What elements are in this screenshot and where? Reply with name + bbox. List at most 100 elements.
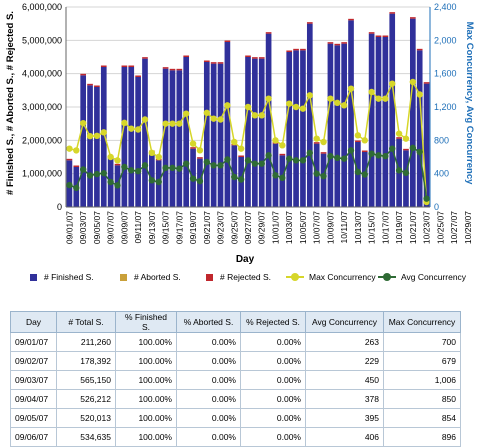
bar-finished (80, 75, 86, 207)
avg-concurrency-point (224, 156, 230, 162)
bar-rejected (238, 156, 244, 158)
table-row: 09/06/07 534,635 100.00% 0.00% 0.00% 406… (11, 428, 461, 447)
x-tick-label: 10/27/07 (449, 211, 459, 244)
bar-rejected (341, 42, 347, 44)
table-row: 09/04/07 526,212 100.00% 0.00% 0.00% 378… (11, 390, 461, 409)
y-axis-left-title: # Finished S., # Aborted S., # Rejected … (5, 11, 16, 195)
max-concurrency-point (224, 102, 230, 108)
avg-concurrency-point (396, 167, 402, 173)
cell-day: 09/01/07 (11, 333, 57, 352)
max-concurrency-point (265, 95, 271, 101)
bar-finished (135, 77, 141, 207)
avg-concurrency-point (204, 159, 210, 165)
bar-finished (410, 19, 416, 207)
max-concurrency-point (238, 145, 244, 151)
x-tick-label: 09/15/07 (161, 211, 171, 244)
x-tick-label: 10/23/07 (422, 211, 432, 244)
avg-concurrency-point (80, 166, 86, 172)
bar-finished (328, 44, 334, 207)
y-tick-label-right: 400 (434, 169, 449, 179)
x-tick-label: 10/25/07 (435, 211, 445, 244)
col-header-avg-concurrency: Avg Concurrency (306, 312, 384, 333)
legend-item-avg-concurrency: Avg Concurrency (378, 272, 466, 282)
y-tick-label-left: 3,000,000 (22, 102, 62, 112)
x-tick-label: 09/25/07 (229, 211, 239, 244)
avg-concurrency-point (307, 150, 313, 156)
avg-concurrency-point (156, 179, 162, 185)
bar-rejected (183, 56, 189, 58)
x-tick-label: 09/27/07 (243, 211, 253, 244)
max-concurrency-point (416, 91, 422, 97)
legend-item-finished: # Finished S. (30, 272, 94, 282)
bar-rejected (328, 42, 334, 44)
avg-concurrency-point (210, 162, 216, 168)
cell-finished: 100.00% (116, 352, 177, 371)
max-concurrency-point (259, 112, 265, 118)
cell-finished: 100.00% (116, 428, 177, 447)
avg-concurrency-point (190, 175, 196, 181)
bar-rejected (122, 66, 128, 68)
cell-max-concurrency: 700 (384, 333, 461, 352)
avg-concurrency-point (348, 147, 354, 153)
legend-swatch-finished (30, 274, 37, 281)
bar-rejected (321, 152, 327, 154)
max-concurrency-point (300, 105, 306, 111)
bar-finished (176, 70, 182, 207)
max-concurrency-point (327, 95, 333, 101)
avg-concurrency-point (265, 152, 271, 158)
avg-concurrency-point (238, 176, 244, 182)
avg-concurrency-point (114, 182, 120, 188)
cell-aborted: 0.00% (177, 352, 241, 371)
cell-max-concurrency: 850 (384, 390, 461, 409)
bar-rejected (197, 157, 203, 159)
cell-day: 09/02/07 (11, 352, 57, 371)
x-tick-label: 09/17/07 (174, 211, 184, 244)
avg-concurrency-point (87, 172, 93, 178)
legend-label-max-concurrency: Max Concurrency (309, 272, 376, 282)
x-tick-label: 09/05/07 (92, 211, 102, 244)
max-concurrency-point (334, 100, 340, 106)
bar-rejected (280, 154, 286, 156)
x-tick-label: 10/05/07 (298, 211, 308, 244)
x-tick-label: 09/03/07 (78, 211, 88, 244)
bar-finished (211, 64, 217, 207)
cell-total: 526,212 (57, 390, 116, 409)
bar-rejected (417, 49, 423, 51)
avg-concurrency-point (416, 149, 422, 155)
x-tick-label: 10/03/07 (284, 211, 294, 244)
avg-concurrency-point (252, 160, 258, 166)
max-concurrency-point (107, 154, 113, 160)
cell-day: 09/03/07 (11, 371, 57, 390)
cell-rejected: 0.00% (241, 371, 306, 390)
max-concurrency-point (355, 132, 361, 138)
cell-total: 534,635 (57, 428, 116, 447)
bar-rejected (73, 166, 79, 168)
avg-concurrency-point (423, 195, 429, 201)
bar-finished (266, 34, 272, 207)
bar-rejected (190, 147, 196, 149)
legend-label-rejected: # Rejected S. (220, 272, 271, 282)
max-concurrency-point (272, 137, 278, 143)
x-tick-label: 10/21/07 (408, 211, 418, 244)
bar-rejected (389, 12, 395, 14)
bar-rejected (300, 49, 306, 51)
bar-rejected (245, 56, 251, 58)
col-header-day: Day (11, 312, 57, 333)
avg-concurrency-point (279, 175, 285, 181)
avg-concurrency-point (94, 171, 100, 177)
col-header-max-concurrency: Max Concurrency (384, 312, 461, 333)
cell-aborted: 0.00% (177, 409, 241, 428)
avg-concurrency-point (293, 157, 299, 163)
bar-rejected (348, 19, 354, 21)
max-concurrency-point (245, 104, 251, 110)
bar-rejected (101, 66, 107, 68)
cell-day: 09/04/07 (11, 390, 57, 409)
bar-rejected (225, 41, 231, 43)
cell-rejected: 0.00% (241, 428, 306, 447)
bar-finished (362, 152, 368, 207)
cell-total: 178,392 (57, 352, 116, 371)
bar-rejected (170, 69, 176, 71)
y-tick-label-right: 1,600 (434, 69, 457, 79)
bar-rejected (410, 17, 416, 19)
max-concurrency-point (190, 140, 196, 146)
